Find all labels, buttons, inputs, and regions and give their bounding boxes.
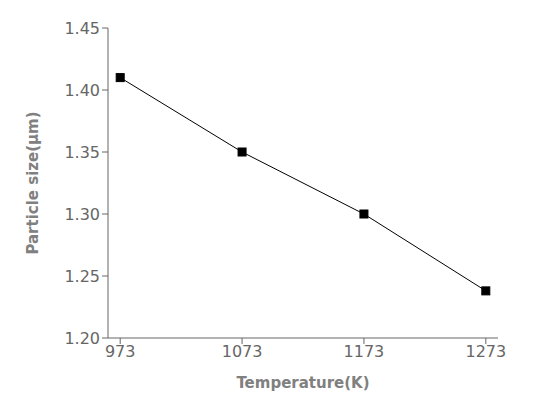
svg-text:1.40: 1.40	[64, 81, 100, 100]
svg-text:1.30: 1.30	[64, 205, 100, 224]
svg-text:1.45: 1.45	[64, 19, 100, 38]
svg-text:Particle size(μm): Particle size(μm)	[24, 111, 42, 254]
svg-text:1.35: 1.35	[64, 143, 100, 162]
svg-text:1173: 1173	[344, 342, 385, 361]
svg-text:1273: 1273	[465, 342, 506, 361]
svg-text:1073: 1073	[222, 342, 263, 361]
svg-text:1.25: 1.25	[64, 267, 100, 286]
svg-text:Temperature(K): Temperature(K)	[236, 374, 369, 392]
svg-text:973: 973	[105, 342, 136, 361]
svg-text:1.20: 1.20	[64, 329, 100, 348]
